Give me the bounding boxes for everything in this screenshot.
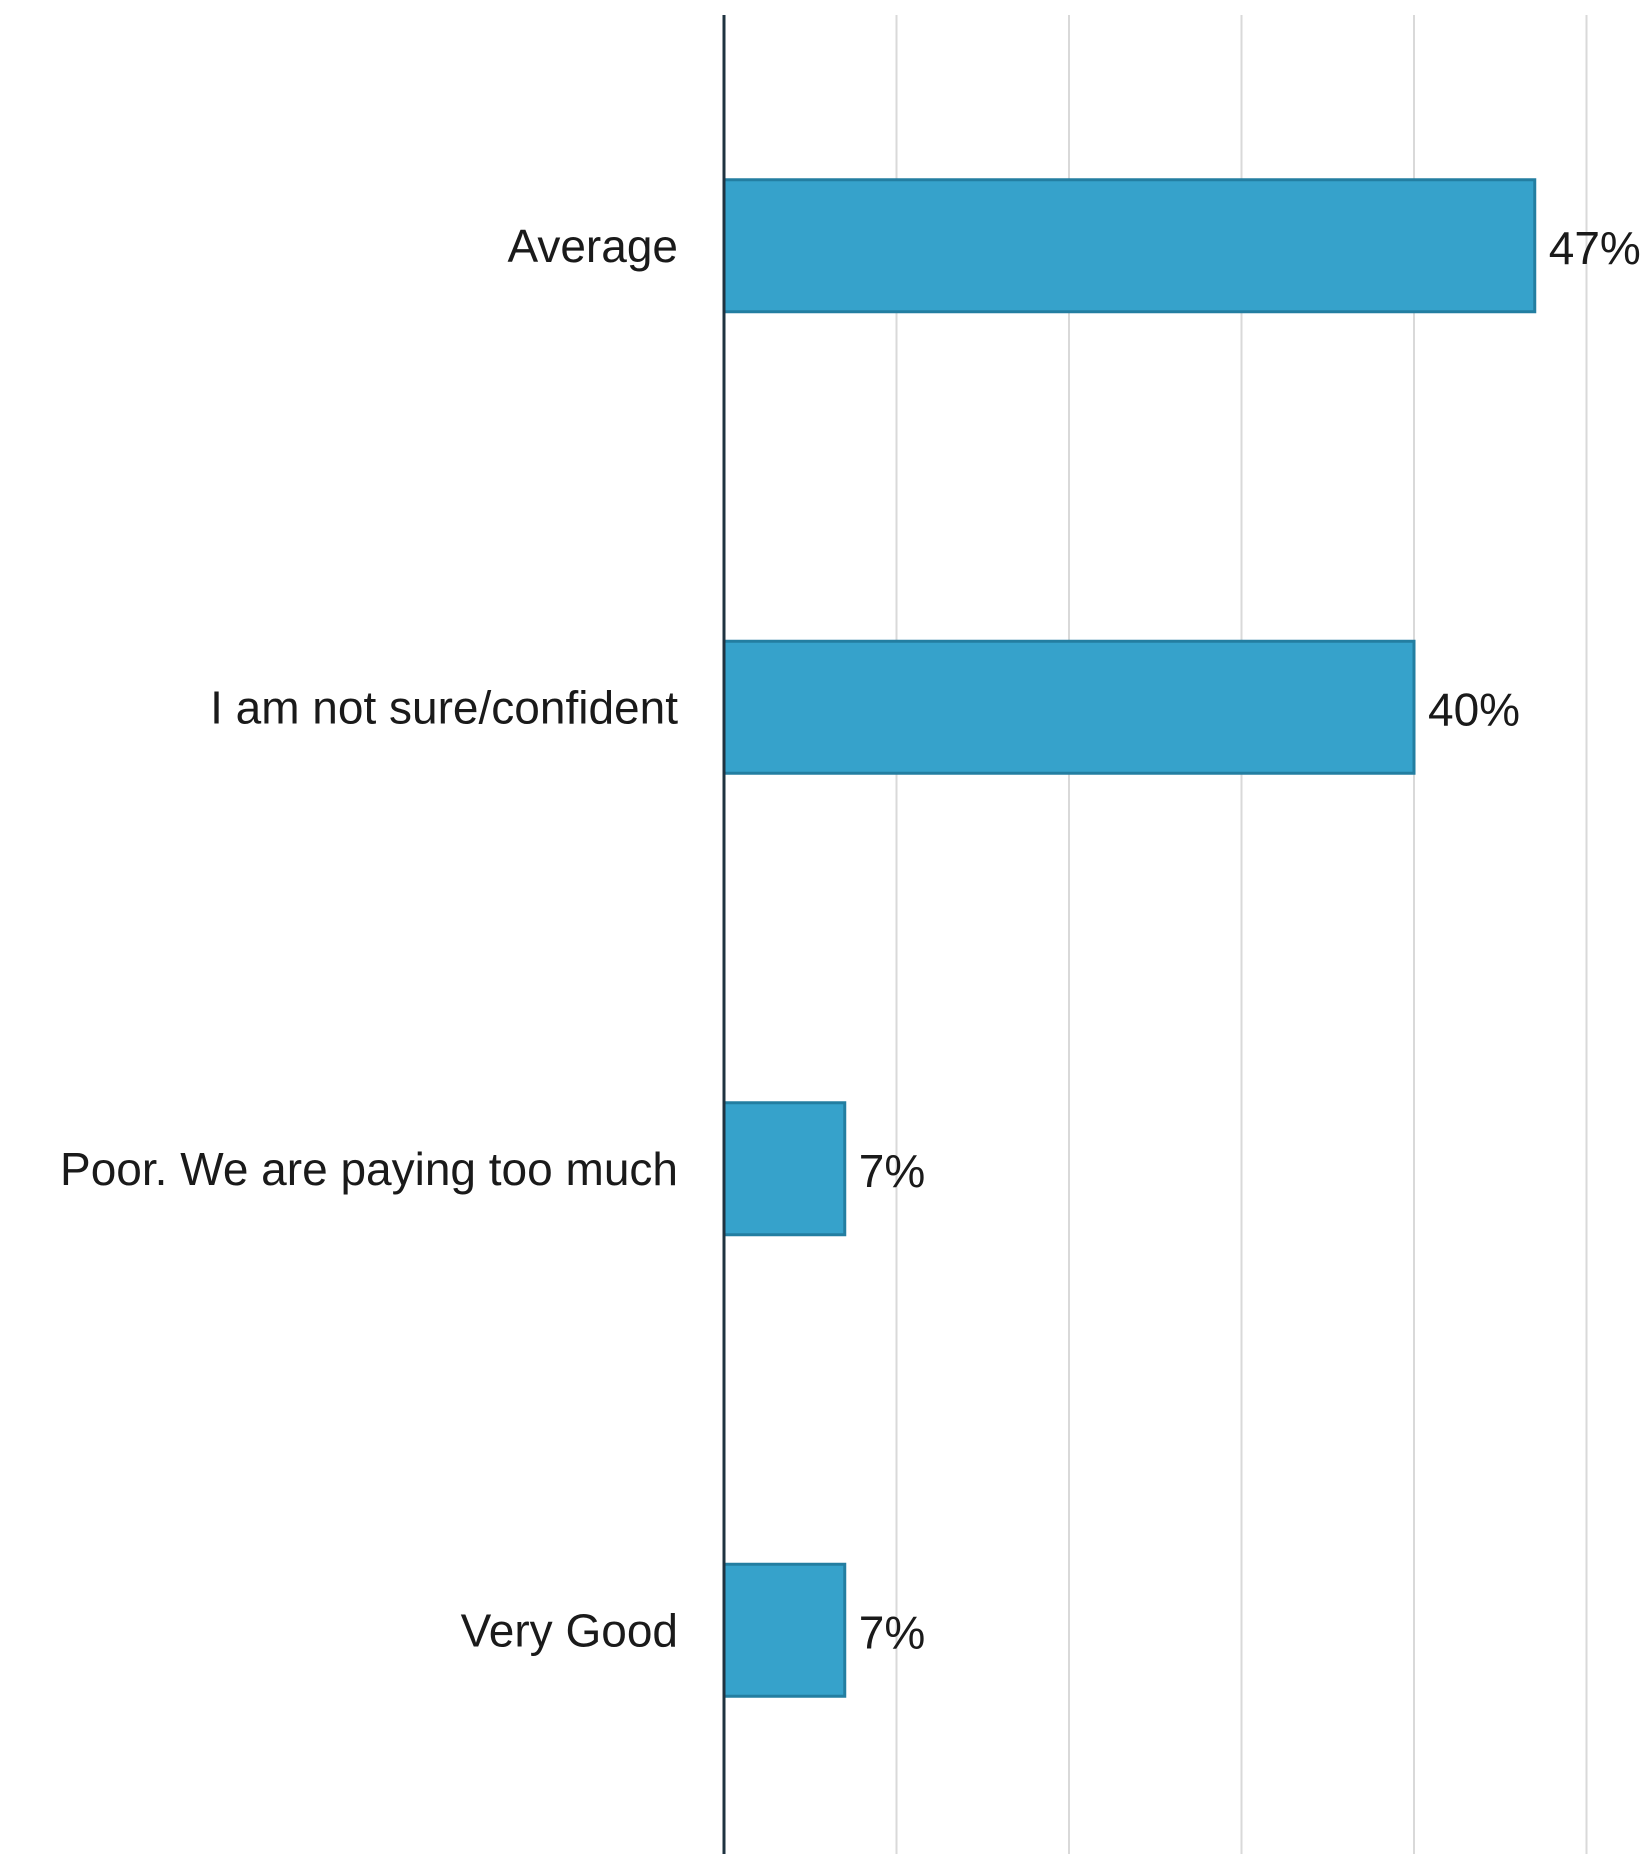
bar [722, 1562, 847, 1698]
category-label: I am not sure/confident [210, 681, 678, 733]
value-label: 47% [1549, 222, 1641, 274]
category-labels: Average I am not sure/confident Poor. We a… [60, 220, 678, 1657]
value-label: 40% [1428, 683, 1520, 735]
gridlines [895, 15, 1588, 1854]
category-label: Average [507, 220, 678, 272]
bar [722, 178, 1537, 314]
value-label: 7% [859, 1606, 925, 1658]
bar [722, 639, 1416, 775]
value-labels: 47% 40% 7% 7% [859, 222, 1641, 1659]
value-label: 7% [859, 1145, 925, 1197]
bar [722, 1101, 847, 1237]
category-label: Poor. We are paying too much [60, 1143, 678, 1195]
category-label: Very Good [461, 1604, 678, 1656]
